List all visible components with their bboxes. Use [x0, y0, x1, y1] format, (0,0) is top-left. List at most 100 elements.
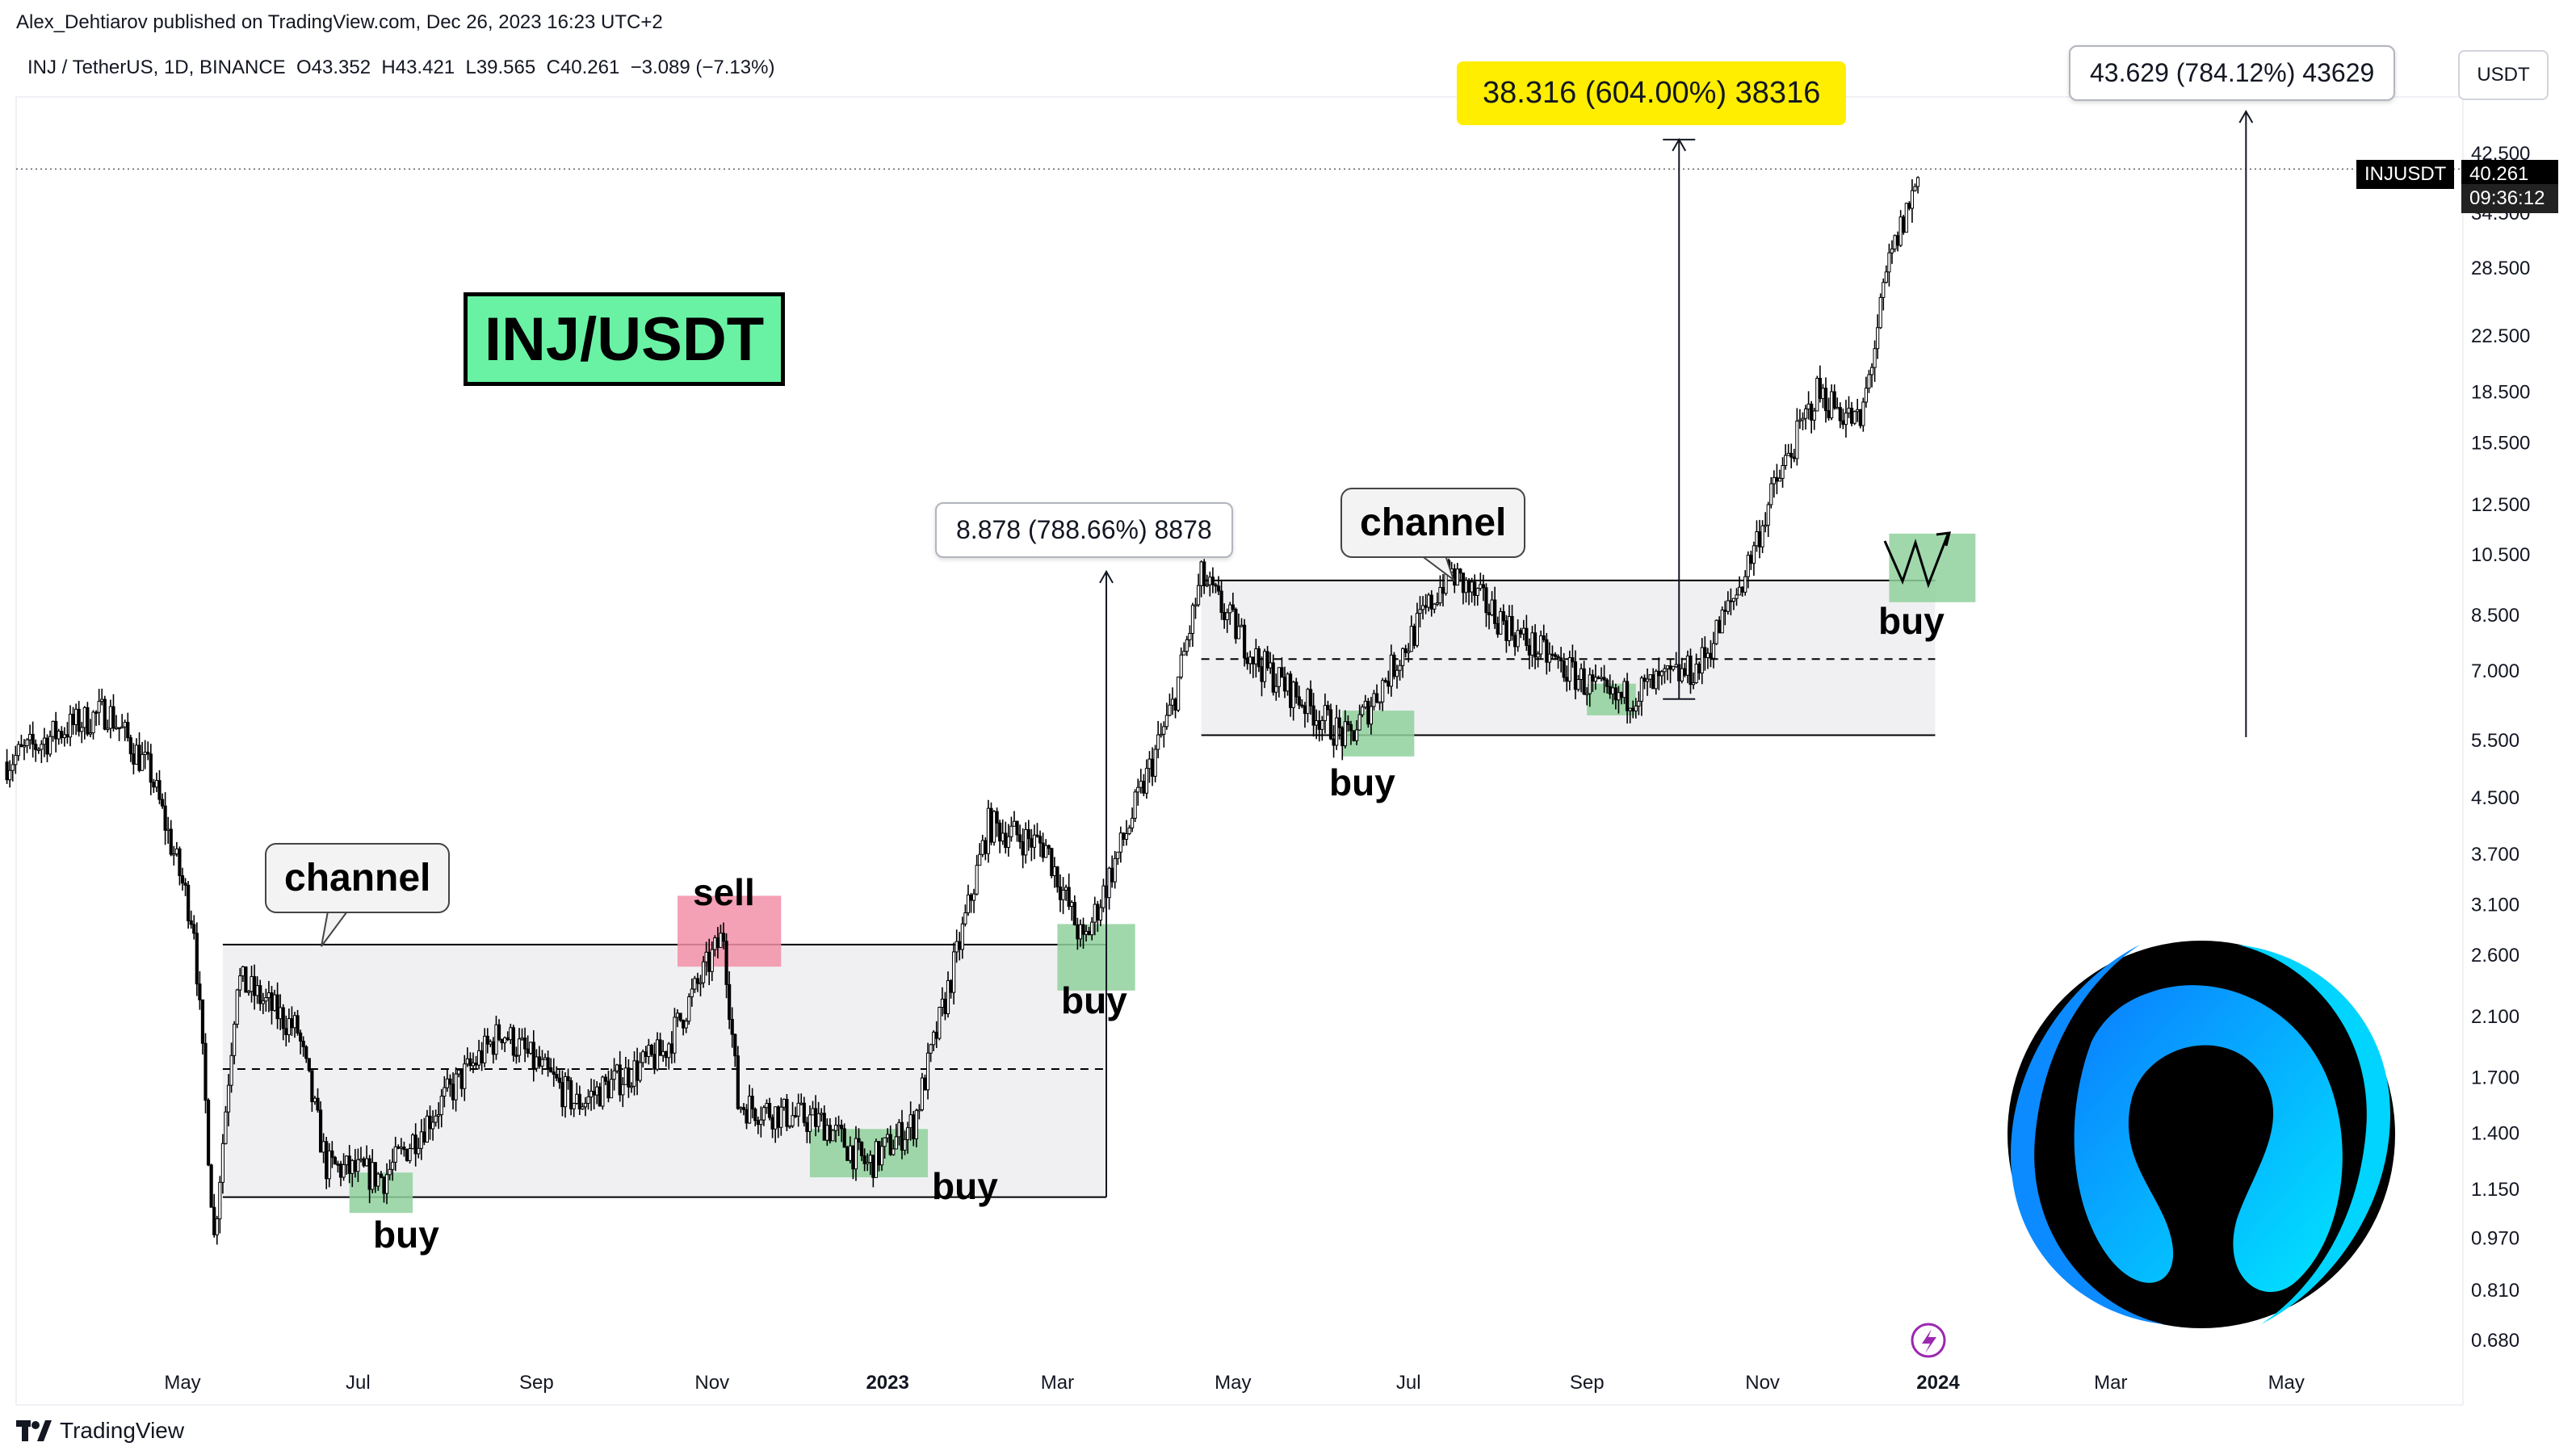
candle-body-37-6: [1904, 203, 1908, 233]
candle-body-9-12: [417, 1147, 421, 1155]
channel-bubble-2: channel: [1340, 488, 1526, 558]
candle-body-30-20: [1579, 668, 1584, 680]
candle-body-27-16: [1392, 654, 1396, 677]
candle-body-2-6: [123, 722, 127, 728]
candle-body-18-8: [934, 1031, 938, 1039]
candle-body-30-23: [1588, 674, 1592, 694]
candle-body-4-6: [209, 1164, 213, 1208]
candle-body-22-7: [1101, 885, 1105, 908]
candle-body-29-6: [1464, 580, 1468, 593]
candle-body-32-5: [1711, 643, 1716, 659]
candle-body-32-8: [1720, 610, 1724, 634]
candle-body-3-3: [157, 780, 162, 800]
candle-body-30-9: [1547, 653, 1551, 663]
candle-body-16-2: [828, 1125, 832, 1142]
candle-body-27-0: [1346, 721, 1350, 726]
candle-body-8-7: [345, 1155, 349, 1165]
footer-brand[interactable]: TradingView: [16, 1418, 184, 1444]
candle-body-35-14: [1856, 409, 1860, 413]
candle-body-26-23: [1323, 705, 1327, 721]
candle-body-3-13: [187, 884, 191, 921]
candle-body-12-23: [641, 1051, 645, 1063]
candle-body-25-10: [1228, 604, 1232, 614]
candle-body-12-21: [636, 1060, 640, 1081]
candle-body-12-18: [627, 1067, 631, 1088]
candle-body-10-18: [497, 1024, 501, 1040]
price-tick-label-14: 3.100: [2471, 895, 2519, 916]
candle-body-37-10: [1915, 177, 1920, 187]
candle-body-27-2: [1352, 730, 1356, 741]
candle-body-19-7: [975, 865, 979, 895]
candle-body-21-3: [1052, 866, 1056, 876]
candle-body-19-4: [966, 894, 971, 914]
candle-body-34-11: [1803, 409, 1808, 419]
time-tick-label-7: May: [1215, 1372, 1251, 1394]
candle-body-23-2: [1130, 817, 1135, 828]
candle-body-6-19: [290, 1018, 294, 1029]
candle-body-31-4: [1622, 681, 1626, 698]
candle-body-23-10: [1153, 748, 1157, 777]
candle-body-11-17: [549, 1067, 553, 1073]
candle-body-29-17: [1496, 623, 1500, 635]
price-tick-label-20: 0.970: [2471, 1228, 2519, 1250]
candle-body-35-12: [1849, 407, 1854, 424]
candle-body-30-19: [1576, 678, 1580, 690]
candle-body-1-13: [97, 701, 101, 713]
candle-body-30-29: [1605, 679, 1609, 687]
currency-button[interactable]: USDT: [2458, 50, 2549, 100]
candle-body-15-25: [808, 1114, 812, 1132]
candle-body-20-17: [1035, 834, 1039, 837]
candle-body-15-20: [794, 1115, 798, 1117]
candle-body-15-21: [796, 1102, 800, 1117]
candle-body-33-3: [1749, 555, 1753, 564]
candle-body-35-13: [1852, 411, 1856, 424]
candle-body-13-8: [684, 1021, 688, 1029]
buy-label-2: buy: [932, 1165, 998, 1207]
candle-body-0-5: [19, 744, 23, 748]
candle-body-23-0: [1124, 832, 1129, 840]
candle-body-2-8: [128, 737, 132, 755]
candle-body-15-14: [776, 1106, 780, 1128]
candle-body-13-9: [687, 996, 691, 1022]
time-tick-label-9: Sep: [1570, 1372, 1605, 1394]
candle-body-12-19: [629, 1085, 634, 1088]
candle-body-31-7: [1631, 707, 1635, 712]
candle-body-35-5: [1830, 391, 1834, 419]
candle-body-19-9: [980, 840, 984, 855]
candle-body-15-24: [805, 1122, 809, 1132]
time-tick-label-4: Nov: [694, 1372, 729, 1394]
candle-body-35-1: [1818, 378, 1822, 400]
candle-body-10-5: [459, 1069, 464, 1089]
candle-body-32-2: [1703, 647, 1707, 658]
candle-body-29-2: [1453, 568, 1457, 586]
candle-body-13-11: [693, 978, 697, 990]
candle-body-34-13: [1810, 403, 1814, 421]
candle-body-6-17: [284, 1028, 288, 1035]
candle-body-10-7: [465, 1058, 469, 1065]
candle-body-15-2: [741, 1107, 746, 1110]
buy-label-4: buy: [1329, 761, 1395, 803]
candle-body-15-11: [767, 1103, 772, 1118]
price-tick-label-17: 1.700: [2471, 1067, 2519, 1088]
candle-body-15-15: [779, 1106, 783, 1128]
candle-body-9-14: [422, 1131, 426, 1143]
candle-body-22-12: [1116, 851, 1120, 859]
candle-body-3-0: [149, 753, 153, 783]
candle-body-7-0: [296, 1015, 300, 1034]
candle-body-13-14: [701, 961, 706, 983]
candle-body-29-10: [1475, 588, 1479, 596]
candle-body-16-14: [862, 1155, 866, 1164]
candle-body-0-18: [57, 731, 61, 740]
candle-body-6-16: [281, 1007, 285, 1029]
candle-body-17-12: [900, 1122, 904, 1151]
candle-body-9-15: [425, 1115, 430, 1143]
candle-body-25-19: [1254, 648, 1258, 665]
candle-body-22-6: [1098, 907, 1102, 920]
time-tick-label-2: Jul: [346, 1372, 371, 1394]
candle-body-23-6: [1142, 780, 1146, 794]
candle-body-23-15: [1168, 704, 1172, 716]
candle-body-11-25: [572, 1103, 576, 1109]
candle-body-26-14: [1297, 696, 1301, 706]
candle-body-31-6: [1628, 707, 1632, 711]
